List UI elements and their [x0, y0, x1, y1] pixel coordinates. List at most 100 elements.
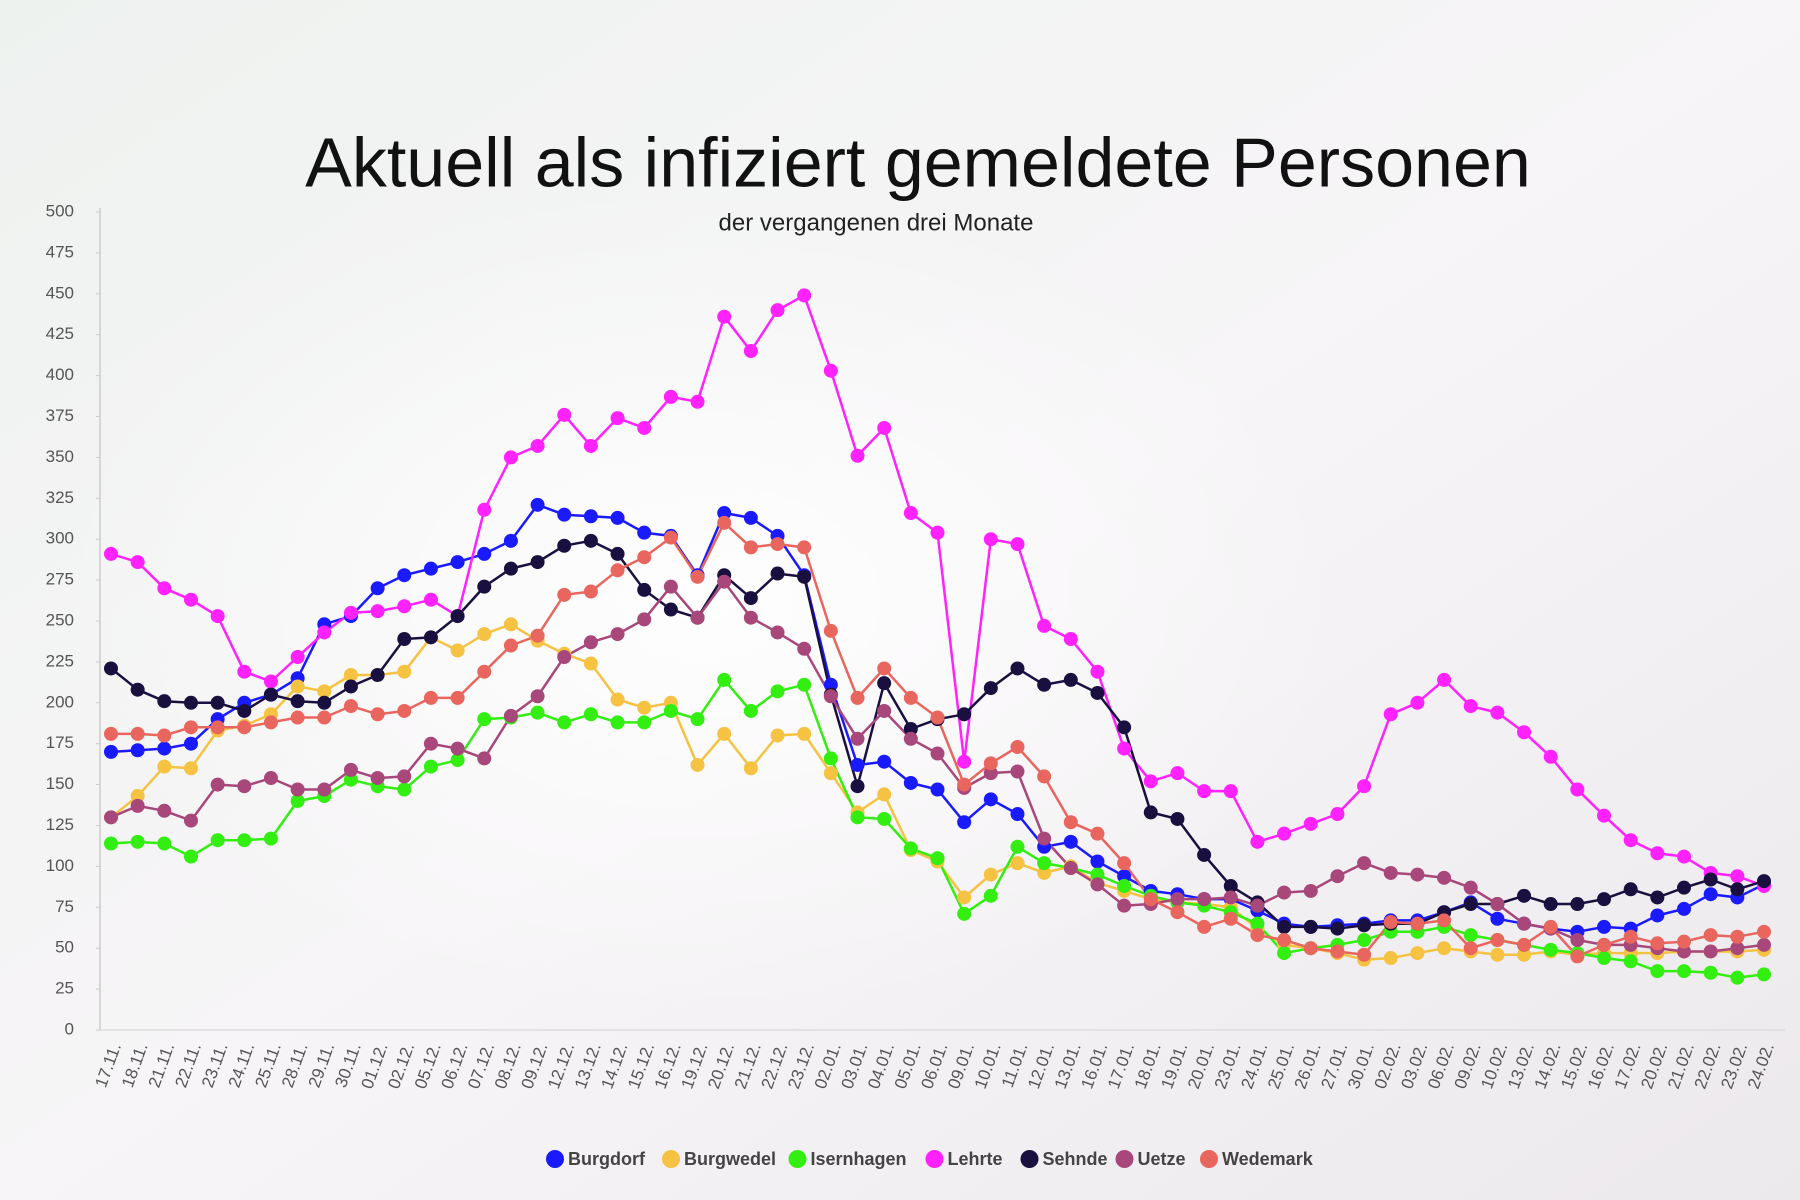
data-point — [370, 581, 385, 596]
data-point — [290, 694, 305, 709]
data-point — [1170, 892, 1185, 907]
data-point — [1250, 898, 1265, 913]
y-tick-label: 75 — [55, 897, 74, 916]
legend-marker — [1020, 1150, 1039, 1168]
data-point — [1437, 870, 1452, 885]
data-point — [423, 759, 438, 774]
data-point — [877, 703, 892, 718]
data-point — [290, 782, 305, 797]
data-point — [1383, 915, 1398, 930]
data-point — [823, 363, 838, 378]
data-point — [130, 834, 145, 849]
data-point — [263, 687, 278, 702]
data-point — [210, 833, 225, 848]
data-point — [983, 792, 998, 807]
data-point — [1677, 964, 1692, 979]
data-point — [343, 772, 358, 787]
y-tick-label: 125 — [46, 815, 74, 834]
data-point — [477, 712, 492, 727]
data-point — [1143, 892, 1158, 907]
data-point — [1223, 911, 1238, 926]
data-point — [503, 638, 518, 653]
data-point — [397, 631, 412, 646]
data-point — [1330, 921, 1345, 936]
data-point — [903, 731, 918, 746]
data-point — [104, 546, 118, 561]
legend-marker — [1200, 1150, 1218, 1168]
y-tick-label: 500 — [46, 201, 74, 220]
data-point — [610, 627, 625, 642]
data-point — [1223, 784, 1238, 799]
data-point — [450, 753, 465, 768]
data-point — [1330, 869, 1345, 884]
data-point — [317, 710, 332, 725]
data-point — [637, 700, 652, 715]
data-point — [343, 699, 358, 714]
data-point — [1250, 916, 1265, 931]
data-point — [1037, 677, 1052, 692]
data-point — [583, 438, 598, 453]
data-point — [450, 609, 465, 624]
data-point — [1543, 897, 1558, 912]
data-point — [477, 627, 492, 642]
data-point — [1730, 929, 1745, 944]
data-point — [797, 677, 812, 692]
data-point — [183, 813, 198, 828]
data-point — [397, 782, 412, 797]
data-point — [477, 546, 492, 561]
data-point — [610, 510, 625, 525]
data-point — [183, 736, 198, 751]
data-point — [1597, 951, 1612, 966]
data-point — [690, 712, 705, 727]
y-tick-label: 25 — [55, 979, 74, 998]
data-point — [690, 394, 705, 409]
data-point — [157, 581, 172, 596]
data-point — [743, 510, 758, 525]
data-point — [823, 677, 838, 692]
data-point — [1197, 847, 1212, 862]
data-point — [1650, 890, 1665, 905]
data-point — [877, 420, 892, 435]
data-point — [1357, 856, 1372, 871]
data-point — [717, 309, 732, 324]
data-point — [1063, 672, 1078, 687]
data-point — [1623, 954, 1638, 969]
data-point — [1170, 766, 1185, 781]
data-point — [1143, 805, 1158, 820]
data-point — [450, 643, 465, 658]
data-point — [183, 761, 198, 776]
data-point — [743, 540, 758, 555]
data-point — [1517, 937, 1532, 952]
data-point — [1490, 933, 1505, 948]
y-tick-label: 425 — [46, 324, 74, 343]
data-point — [343, 762, 358, 777]
data-point — [1677, 849, 1692, 864]
data-point — [317, 695, 332, 710]
data-point — [237, 779, 252, 794]
data-point — [1090, 854, 1105, 869]
data-point — [637, 420, 652, 435]
data-point — [130, 789, 145, 804]
data-point — [770, 728, 785, 743]
data-point — [983, 766, 998, 781]
data-point — [183, 720, 198, 735]
data-point — [104, 744, 118, 759]
data-point — [370, 604, 385, 619]
data-point — [290, 793, 305, 808]
data-point — [1463, 928, 1478, 943]
y-tick-label: 375 — [46, 406, 74, 425]
data-point — [130, 555, 145, 570]
data-point — [557, 649, 572, 664]
data-point — [1037, 831, 1052, 846]
data-point — [423, 736, 438, 751]
data-point — [1303, 883, 1318, 898]
data-point — [263, 715, 278, 730]
data-point — [450, 690, 465, 705]
data-point — [450, 741, 465, 756]
data-point — [930, 710, 945, 725]
data-point — [637, 612, 652, 627]
data-point — [1730, 970, 1745, 985]
data-point — [1063, 631, 1078, 646]
data-point — [1570, 933, 1585, 948]
data-point — [1623, 833, 1638, 848]
